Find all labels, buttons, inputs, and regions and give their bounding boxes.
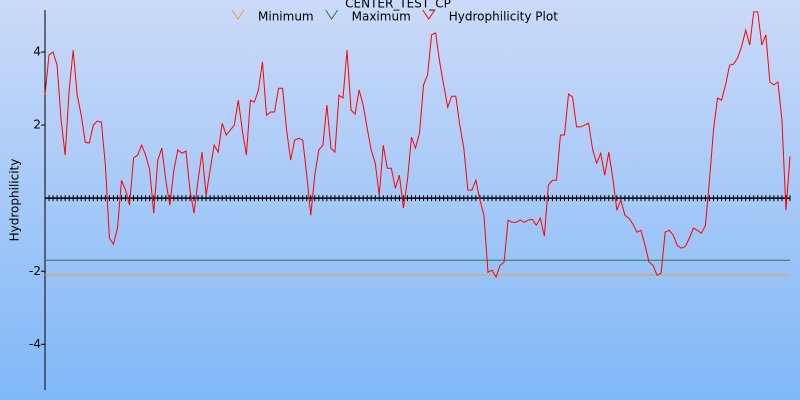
legend-label: Maximum [352, 10, 411, 24]
baseline-markers [44, 195, 791, 202]
chart-title: CENTER_TEST_CP [345, 0, 451, 11]
legend-label: Hydrophilicity Plot [449, 10, 558, 24]
legend-icon [231, 9, 245, 20]
y-axis-label: Hydrophilicity [8, 159, 22, 242]
y-tick-label: 2 [33, 118, 41, 132]
legend-label: Minimum [258, 10, 314, 24]
y-tick-label: -4 [29, 337, 41, 351]
y-tick-label: -2 [29, 264, 41, 278]
y-tick-label: 4 [33, 45, 41, 59]
data-line [44, 11, 791, 279]
legend-icon [422, 9, 436, 20]
legend-icon [325, 9, 339, 20]
